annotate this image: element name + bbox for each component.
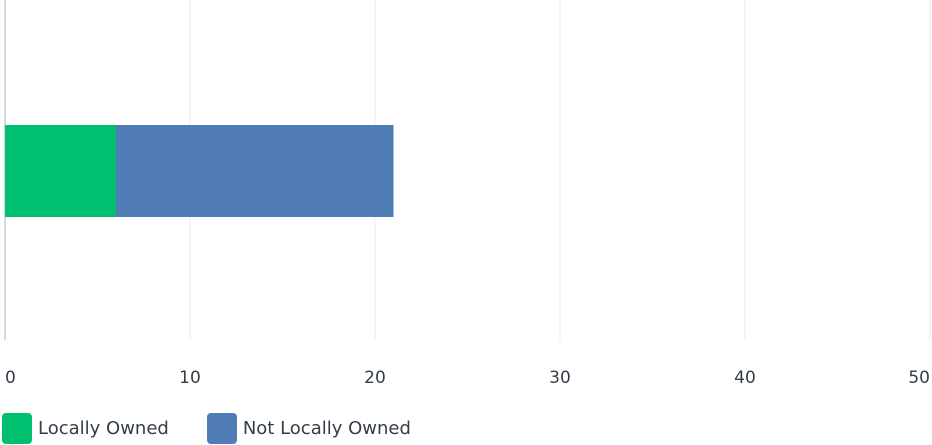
- legend-label-locally-owned: Locally Owned: [38, 417, 169, 439]
- legend-label-not-locally-owned: Not Locally Owned: [242, 417, 411, 439]
- bar-not-locally-owned[interactable]: [116, 125, 394, 217]
- x-tick-label-40: 40: [734, 368, 756, 388]
- x-tick-label-10: 10: [179, 368, 201, 388]
- x-tick-label-20: 20: [364, 368, 386, 388]
- legend-swatch-locally-owned: [2, 412, 32, 444]
- bar-locally-owned[interactable]: [5, 125, 116, 217]
- x-axis-ticks: 0 10 20 30 40 50: [5, 368, 930, 388]
- bars: [5, 125, 394, 217]
- x-tick-label-50: 50: [908, 368, 930, 388]
- x-tick-label-30: 30: [549, 368, 571, 388]
- x-tick-label-0: 0: [5, 368, 16, 388]
- legend-item-locally-owned[interactable]: Locally Owned: [2, 412, 169, 444]
- legend-swatch-not-locally-owned: [206, 412, 237, 444]
- legend: Locally Owned Not Locally Owned: [2, 412, 449, 444]
- legend-item-not-locally-owned[interactable]: Not Locally Owned: [206, 412, 411, 444]
- bar-chart: 0 10 20 30 40 50: [4, 0, 931, 388]
